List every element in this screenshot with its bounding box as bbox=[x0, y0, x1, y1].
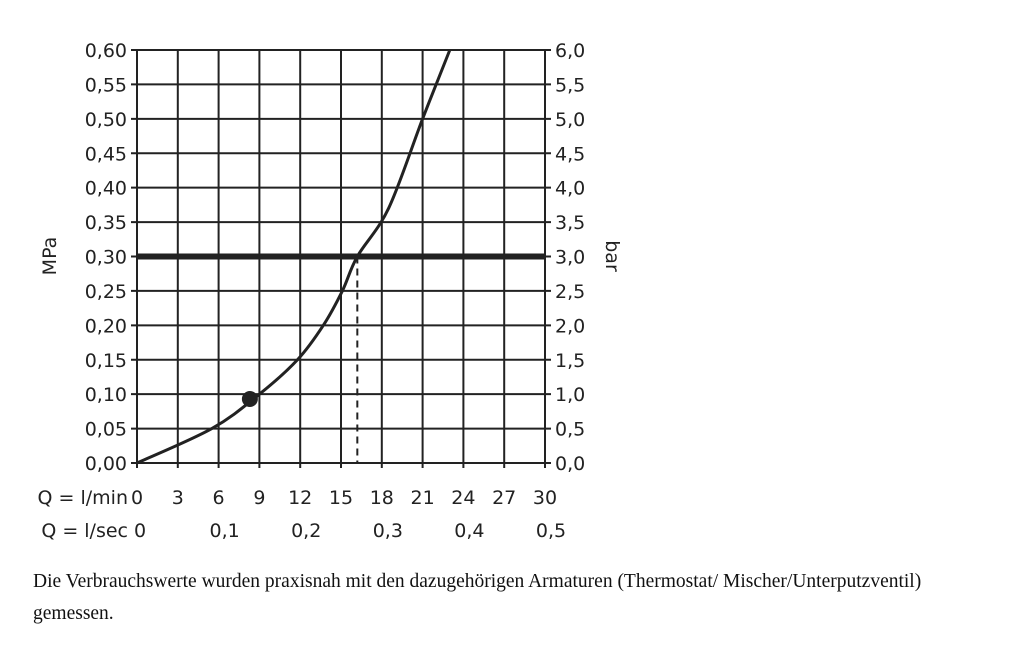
x-tick-label: 24 bbox=[451, 487, 475, 509]
x-axis-label: Q = l/min bbox=[38, 487, 128, 509]
y-tick-label: 0,50 bbox=[85, 109, 127, 131]
y-tick-label: 0,60 bbox=[85, 40, 127, 62]
y2-tick-label: 1,0 bbox=[555, 384, 585, 406]
x-tick-label: 27 bbox=[492, 487, 516, 509]
y2-tick-label: 2,0 bbox=[555, 315, 585, 337]
y2-axis-label: bar bbox=[601, 240, 623, 272]
y-tick-label: 0,10 bbox=[85, 384, 127, 406]
y-tick-label: 0,35 bbox=[85, 212, 127, 234]
y-tick-label: 0,55 bbox=[85, 74, 127, 96]
x-tick-label: 21 bbox=[411, 487, 435, 509]
y2-tick-label: 6,0 bbox=[555, 40, 585, 62]
y-tick-label: 0,45 bbox=[85, 143, 127, 165]
x-tick-label: 15 bbox=[329, 487, 353, 509]
x2-tick-label: 0,2 bbox=[291, 520, 321, 542]
x2-tick-label: 0 bbox=[134, 520, 146, 542]
caption: Die Verbrauchswerte wurden praxisnah mit… bbox=[33, 571, 922, 624]
x-tick-label: 0 bbox=[131, 487, 143, 509]
x2-axis-label: Q = l/sec bbox=[41, 520, 128, 542]
y-tick-label: 0,00 bbox=[85, 453, 127, 475]
x-tick-label: 6 bbox=[213, 487, 225, 509]
series-line bbox=[136, 49, 452, 465]
x2-tick-label: 0,4 bbox=[454, 520, 484, 542]
y-tick-label: 0,25 bbox=[85, 281, 127, 303]
y-axis-label: MPa bbox=[39, 237, 61, 276]
x-tick-label: 12 bbox=[288, 487, 312, 509]
x2-tick-label: 0,3 bbox=[373, 520, 403, 542]
x-tick-label: 3 bbox=[172, 487, 184, 509]
pressure-flow-chart: 0 3 6 9 12 15 18 21 24 27 300,00 0,00,05 0,50,10 1,00… bbox=[38, 40, 623, 542]
y-tick-label: 0,40 bbox=[85, 178, 127, 200]
x-tick-label: 30 bbox=[533, 487, 557, 509]
x2-tick-label: 0,5 bbox=[536, 520, 566, 542]
x-tick-label: 18 bbox=[370, 487, 394, 509]
y2-tick-label: 5,5 bbox=[555, 74, 585, 96]
y2-tick-label: 4,5 bbox=[555, 143, 585, 165]
y-tick-label: 0,20 bbox=[85, 315, 127, 337]
y-tick-label: 0,15 bbox=[85, 350, 127, 372]
y2-tick-label: 0,0 bbox=[555, 453, 585, 475]
y2-tick-label: 4,0 bbox=[555, 178, 585, 200]
y-tick-label: 0,05 bbox=[85, 419, 127, 441]
y-tick-label: 0,30 bbox=[85, 247, 127, 269]
y2-tick-label: 5,0 bbox=[555, 109, 585, 131]
data-point-marker bbox=[241, 390, 258, 407]
y2-tick-label: 2,5 bbox=[555, 281, 585, 303]
x2-tick-label: 0,1 bbox=[209, 520, 239, 542]
y2-tick-label: 1,5 bbox=[555, 350, 585, 372]
y2-tick-label: 3,5 bbox=[555, 212, 585, 234]
x-tick-label: 9 bbox=[253, 487, 265, 509]
y2-tick-label: 3,0 bbox=[555, 247, 585, 269]
y2-tick-label: 0,5 bbox=[555, 419, 585, 441]
